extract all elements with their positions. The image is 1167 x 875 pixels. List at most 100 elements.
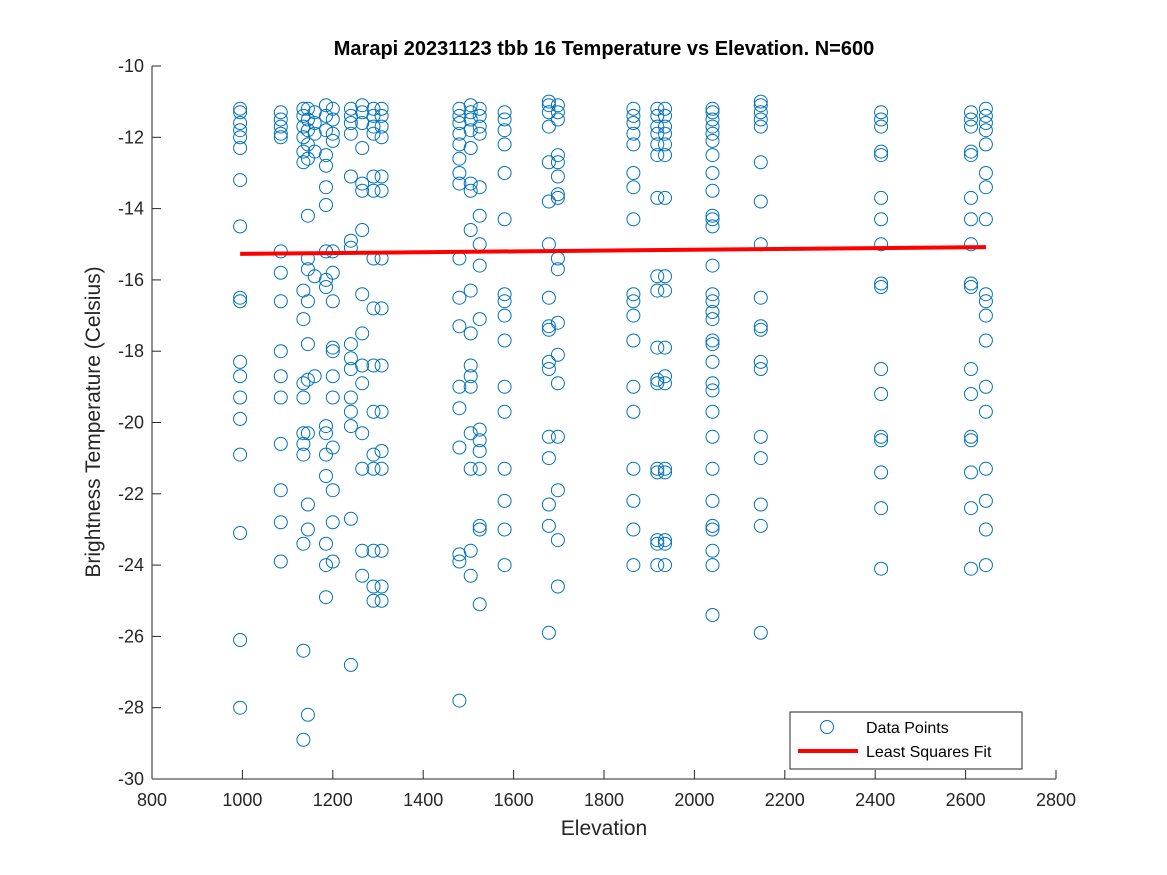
data-point [319,590,333,605]
data-point [273,126,288,141]
y-tick-label: -26 [118,626,144,646]
data-point [541,518,556,533]
data-point [472,518,487,533]
data-point [964,190,978,205]
data-point [978,212,993,227]
data-point [978,493,993,508]
data-point [366,101,381,116]
data-point [319,426,333,441]
data-point [874,148,889,163]
fit-line-layer [240,245,986,256]
data-point [550,429,565,444]
data-point [753,119,768,134]
plot-area [152,66,1056,779]
data-point [658,190,672,205]
data-point [753,625,768,640]
data-point [626,379,641,394]
data-point [978,116,993,130]
data-point [550,187,565,202]
data-point [452,693,467,708]
data-point [355,358,370,373]
y-tick-label: -28 [118,698,144,718]
data-point [472,258,487,273]
data-point [233,116,248,130]
data-point [658,376,672,391]
data-point [705,558,720,573]
y-tick-label: -14 [118,199,144,219]
data-point [355,326,370,341]
data-point [964,119,978,134]
data-point [753,105,768,120]
data-point [650,137,665,152]
data-point [319,123,333,138]
x-tick-label: 2400 [855,790,895,810]
data-point [325,101,340,116]
data-point [874,362,889,376]
data-point [463,426,478,441]
data-point [626,126,641,141]
data-point [705,119,720,134]
data-point [650,465,665,480]
x-tick-label: 1800 [584,790,624,810]
data-point [233,290,248,305]
data-point [705,183,720,198]
data-point [541,194,556,209]
data-points-layer [233,94,993,747]
data-point [874,237,889,252]
legend-marker-data-points [820,720,834,734]
data-point [964,237,978,252]
data-point [273,390,288,405]
data-point [964,148,978,163]
data-point [497,404,512,419]
data-point [273,554,288,569]
data-point [307,126,322,141]
data-point [650,119,665,134]
data-point [319,558,333,573]
data-point [650,269,665,284]
data-point [325,554,340,569]
data-point [497,379,512,394]
data-point [343,657,358,672]
data-point [355,141,370,155]
legend-label-least-squares-fit: Least Squares Fit [866,744,992,761]
data-point [978,108,993,123]
data-point [497,558,512,573]
data-point [541,119,556,134]
data-point [497,308,512,323]
data-point [497,166,512,180]
data-point [658,558,672,573]
data-point [374,579,389,594]
data-point [343,362,358,376]
data-point [233,633,248,647]
data-point [355,543,370,558]
data-point [874,112,889,127]
data-point [374,404,389,419]
data-point [705,493,720,508]
data-point [273,105,288,120]
data-point [497,105,512,120]
data-point [325,344,340,359]
data-point [355,223,370,237]
data-point [319,98,333,113]
data-point [964,144,978,159]
data-point [307,116,322,130]
data-point [874,429,889,444]
data-point [541,497,556,512]
data-point [319,536,333,551]
data-point [497,522,512,537]
data-point [550,98,565,113]
data-point [233,411,248,426]
data-point [343,511,358,526]
data-point [550,262,565,277]
data-point [705,518,720,533]
data-point [874,144,889,159]
data-point [964,280,978,294]
data-point [325,133,340,148]
x-tick-label: 2200 [765,790,805,810]
data-point [650,101,665,116]
data-point [472,312,487,327]
data-point [472,422,487,437]
data-point [658,340,672,355]
data-point [497,212,512,227]
data-point [463,123,478,138]
